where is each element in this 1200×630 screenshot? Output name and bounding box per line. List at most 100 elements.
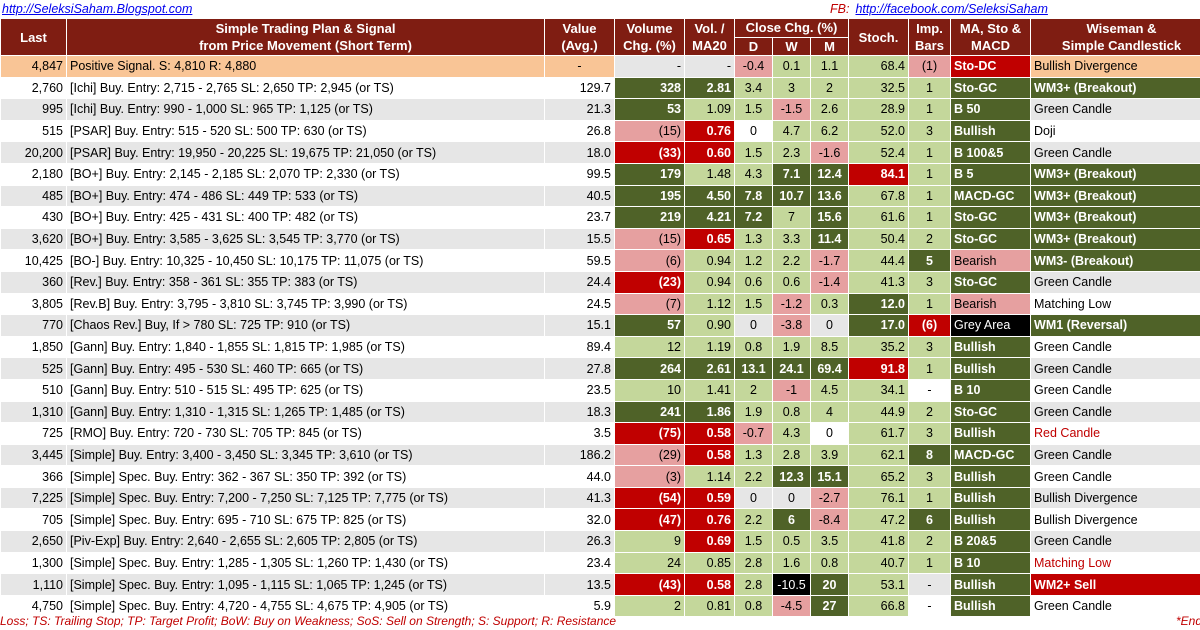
cell-plan: [Simple] Spec. Buy. Entry: 1,095 - 1,115… xyxy=(66,573,545,596)
cell-stoch: 40.7 xyxy=(848,551,910,575)
cell-ma: Bullish xyxy=(950,486,1032,510)
cell-wise: Red Candle xyxy=(1030,422,1200,445)
table-row: 515 [PSAR] Buy. Entry: 515 - 520 SL: 500 … xyxy=(0,119,1200,143)
cell-wise: Green Candle xyxy=(1030,98,1200,121)
facebook-link[interactable]: http://facebook.com/SeleksiSaham xyxy=(855,2,1048,16)
cell-value: 23.4 xyxy=(544,551,615,575)
header-last: Last xyxy=(0,18,67,56)
cell-w: -1.5 xyxy=(772,98,811,121)
table-row: 3,805 [Rev.B] Buy. Entry: 3,795 - 3,810 S… xyxy=(0,292,1200,316)
cell-vol: 24 xyxy=(614,551,685,575)
cell-ma: B 10 xyxy=(950,551,1032,575)
cell-m: 4 xyxy=(809,400,850,424)
cell-w: 3 xyxy=(772,76,811,100)
cell-stoch: 91.8 xyxy=(848,357,910,380)
cell-volma: 2.61 xyxy=(684,357,735,380)
cell-volma: 0.94 xyxy=(684,270,735,294)
cell-value: 24.4 xyxy=(544,270,615,294)
cell-vol: 10 xyxy=(614,378,685,402)
cell-value: 99.5 xyxy=(544,162,615,186)
header-m: M xyxy=(809,36,850,56)
cell-w: 3.3 xyxy=(772,227,811,251)
cell-volma: 1.12 xyxy=(684,292,735,316)
cell-imp: 3 xyxy=(908,465,952,488)
cell-plan: [Rev.B] Buy. Entry: 3,795 - 3,810 SL: 3,… xyxy=(66,292,545,316)
cell-stoch: 61.6 xyxy=(848,206,910,229)
cell-last: 770 xyxy=(0,314,67,337)
cell-ma: Bullish xyxy=(950,422,1032,445)
cell-m: -1.4 xyxy=(809,270,850,294)
blog-link-container: http://SeleksiSaham.Blogspot.com xyxy=(2,0,192,18)
blog-link[interactable]: http://SeleksiSaham.Blogspot.com xyxy=(2,2,193,16)
cell-vol: 264 xyxy=(614,357,685,380)
cell-volma: 2.81 xyxy=(684,76,735,100)
cell-d: 2.2 xyxy=(734,508,773,532)
cell-vol: 219 xyxy=(614,206,685,229)
cell-wise: WM3+ (Breakout) xyxy=(1030,227,1200,251)
cell-plan: [Gann] Buy. Entry: 495 - 530 SL: 460 TP:… xyxy=(66,357,545,380)
cell-imp: 8 xyxy=(908,443,952,467)
cell-stoch: 53.1 xyxy=(848,573,910,596)
table-row: 4,847 Positive Signal. S: 4,810 R: 4,880-… xyxy=(0,55,1200,78)
cell-wise: Green Candle xyxy=(1030,465,1200,488)
cell-last: 7,225 xyxy=(0,486,67,510)
cell-vol: 195 xyxy=(614,184,685,208)
cell-ma: Sto-GC xyxy=(950,206,1032,229)
trading-plan-table: Last Simple Trading Plan & Signal from Pr… xyxy=(0,18,1200,618)
cell-m: 0.3 xyxy=(809,292,850,316)
cell-m: 0 xyxy=(809,314,850,337)
cell-ma: Grey Area xyxy=(950,314,1032,337)
cell-vol: (15) xyxy=(614,119,685,143)
header-volume-line2: Chg. (%) xyxy=(623,38,676,53)
cell-value: 44.0 xyxy=(544,465,615,488)
cell-imp: 1 xyxy=(908,357,952,380)
cell-w: 0.8 xyxy=(772,400,811,424)
cell-m: -2.7 xyxy=(809,486,850,510)
cell-volma: 0.58 xyxy=(684,573,735,596)
cell-stoch: 12.0 xyxy=(848,292,910,316)
table-row: 485 [BO+] Buy. Entry: 474 - 486 SL: 449 T… xyxy=(0,184,1200,208)
cell-vol: (23) xyxy=(614,270,685,294)
cell-plan: [RMO] Buy. Entry: 720 - 730 SL: 705 TP: … xyxy=(66,422,545,445)
cell-last: 360 xyxy=(0,270,67,294)
table-row: 4,750 [Simple] Spec. Buy. Entry: 4,720 - … xyxy=(0,594,1200,618)
header-close-chg: Close Chg. (%) xyxy=(733,18,850,38)
cell-volma: 1.48 xyxy=(684,162,735,186)
cell-d: 0.8 xyxy=(734,335,773,359)
cell-plan: [BO+] Buy. Entry: 474 - 486 SL: 449 TP: … xyxy=(66,184,545,208)
table-row: 366 [Simple] Spec. Buy. Entry: 362 - 367 … xyxy=(0,465,1200,488)
table-row: 1,310 [Gann] Buy. Entry: 1,310 - 1,315 SL… xyxy=(0,400,1200,424)
cell-m: 0 xyxy=(809,422,850,445)
cell-m: -8.4 xyxy=(809,508,850,532)
cell-plan: [Simple] Spec. Buy. Entry: 1,285 - 1,305… xyxy=(66,551,545,575)
cell-stoch: 68.4 xyxy=(848,55,910,78)
cell-stoch: 52.0 xyxy=(848,119,910,143)
table-row: 3,620 [BO+] Buy. Entry: 3,585 - 3,625 SL:… xyxy=(0,227,1200,251)
cell-w: 6 xyxy=(772,508,811,532)
cell-wise: Bullish Divergence xyxy=(1030,55,1200,78)
cell-imp: 3 xyxy=(908,119,952,143)
cell-wise: Green Candle xyxy=(1030,357,1200,380)
cell-vol: (7) xyxy=(614,292,685,316)
cell-volma: - xyxy=(684,55,735,78)
footer-legend-text: Loss; TS: Trailing Stop; TP: Target Prof… xyxy=(0,614,617,628)
cell-wise: WM3+ (Breakout) xyxy=(1030,184,1200,208)
header-stoch: Stoch. xyxy=(848,18,910,56)
fb-label: FB: xyxy=(830,2,850,16)
cell-value: 23.7 xyxy=(544,206,615,229)
table-row: 2,650 [Piv-Exp] Buy. Entry: 2,640 - 2,655… xyxy=(0,530,1200,553)
cell-imp: 2 xyxy=(908,227,952,251)
header-ma-sto-macd: MA, Sto & MACD xyxy=(950,18,1032,56)
footer-end-text: *End o xyxy=(1175,614,1200,628)
cell-w: 12.3 xyxy=(772,465,811,488)
cell-vol: (15) xyxy=(614,227,685,251)
table-row: 3,445 [Simple] Buy. Entry: 3,400 - 3,450 … xyxy=(0,443,1200,467)
cell-volma: 4.21 xyxy=(684,206,735,229)
cell-plan: [Gann] Buy. Entry: 1,310 - 1,315 SL: 1,2… xyxy=(66,400,545,424)
cell-vol: 57 xyxy=(614,314,685,337)
cell-stoch: 66.8 xyxy=(848,594,910,618)
cell-stoch: 62.1 xyxy=(848,443,910,467)
cell-ma: Sto-GC xyxy=(950,227,1032,251)
cell-w: 10.7 xyxy=(772,184,811,208)
cell-last: 2,650 xyxy=(0,530,67,553)
